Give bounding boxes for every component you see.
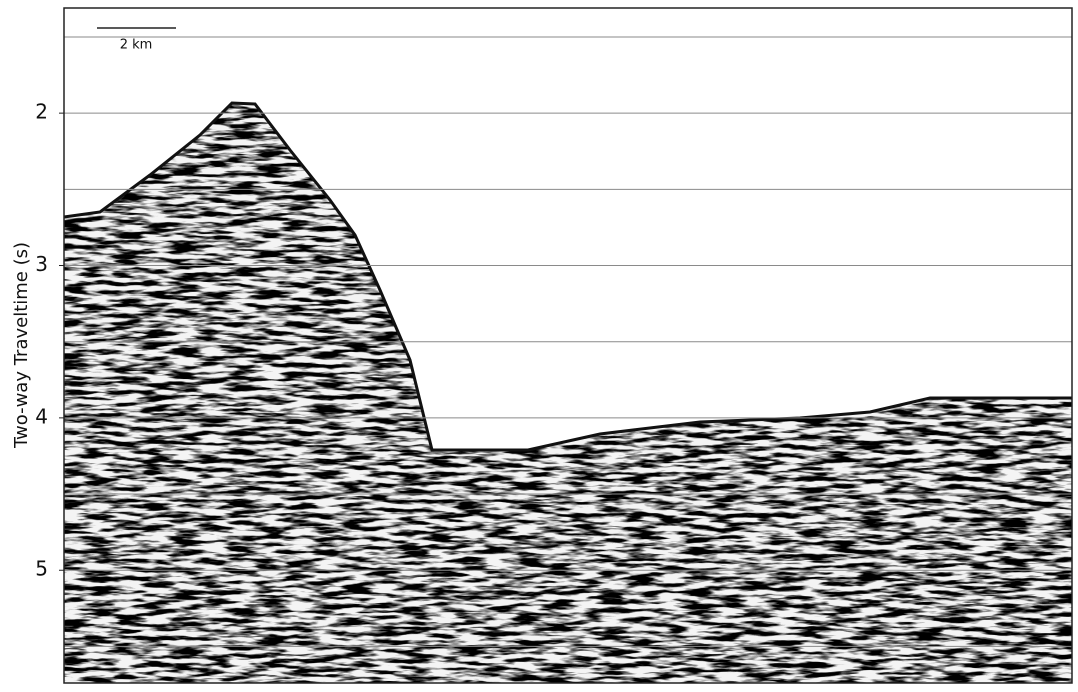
seismic-image xyxy=(64,8,1072,683)
scale-bar-label: 2 km xyxy=(120,38,153,53)
y-axis-label: Two-way Traveltime (s) xyxy=(11,242,32,449)
y-tick-label: 2 xyxy=(35,100,48,124)
chart: 2 km Two-way Traveltime (s) 2 3 4 5 xyxy=(0,0,1078,692)
page: 2 km Two-way Traveltime (s) 2345 (() => … xyxy=(0,0,1078,692)
y-tick-label: 5 xyxy=(35,557,48,581)
y-tick-label: 4 xyxy=(35,404,48,428)
y-tick-label: 3 xyxy=(35,252,48,276)
